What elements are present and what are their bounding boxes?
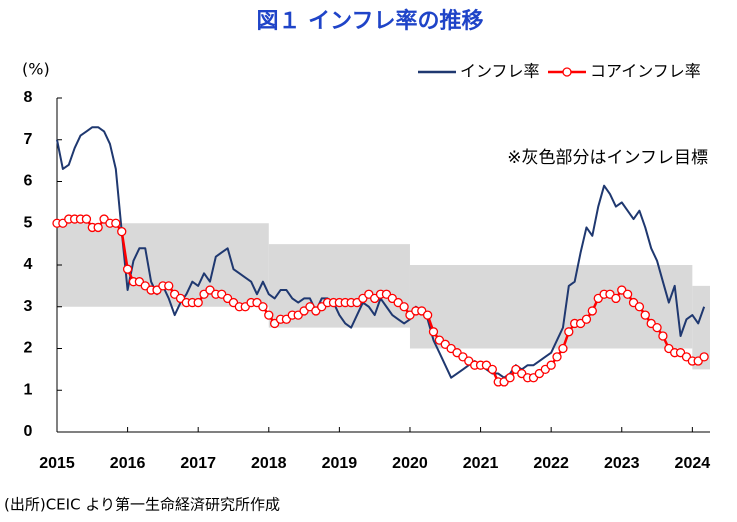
x-tick-label: 2020 [392, 455, 428, 472]
series-marker [652, 322, 662, 333]
series-marker [164, 281, 174, 291]
y-tick-label: 5 [24, 214, 33, 231]
y-axis-label: (%) [22, 60, 50, 79]
y-tick-label: 4 [24, 256, 33, 273]
series-marker [587, 306, 597, 316]
series-marker [564, 327, 574, 337]
legend-label: コアインフレ率 [590, 62, 701, 81]
series-marker [122, 264, 133, 274]
series-marker [558, 343, 568, 354]
x-tick-label: 2019 [322, 455, 358, 472]
chart-title: 図１ インフレ率の推移 [257, 8, 484, 34]
y-tick-label: 8 [24, 89, 33, 106]
target-band [409, 265, 693, 349]
series-marker [193, 297, 203, 308]
x-tick-label: 2023 [604, 455, 640, 472]
series-marker [581, 314, 592, 324]
x-tick-label: 2015 [39, 455, 75, 472]
series-marker [487, 364, 498, 375]
source-note: (出所)CEIC より第一生命経済研究所作成 [4, 496, 280, 514]
series-marker [81, 214, 92, 224]
band-layer [57, 223, 710, 370]
series-marker [399, 302, 409, 312]
y-tick-label: 3 [24, 298, 33, 315]
series-marker [258, 302, 268, 312]
x-tick-label: 2018 [251, 455, 287, 472]
y-tick-label: 2 [24, 340, 33, 357]
lines-layer [52, 126, 709, 387]
legend: インフレ率 コアインフレ率 [418, 62, 701, 81]
series-marker [658, 331, 668, 341]
series-marker [611, 293, 621, 304]
x-tick-label: 2021 [463, 455, 499, 472]
series-marker [622, 289, 633, 299]
series-marker [699, 352, 709, 362]
series-marker [640, 310, 650, 320]
series-marker [505, 373, 515, 383]
series-marker [546, 360, 556, 370]
target-band [57, 223, 269, 307]
series-marker [93, 222, 103, 233]
legend-marker [562, 67, 572, 77]
series-marker [428, 327, 439, 337]
series-marker [111, 218, 121, 228]
axes-layer: 0 1 2 3 4 5 6 7 8 2015 2016 2017 2018 2019 2020 2021 202… [24, 89, 711, 472]
series-marker [552, 352, 562, 362]
y-tick-label: 1 [24, 381, 33, 398]
series-marker [634, 302, 645, 312]
series-marker [264, 310, 274, 320]
legend-label: インフレ率 [460, 62, 540, 81]
target-band [692, 285, 710, 370]
y-tick-label: 6 [24, 173, 33, 190]
annotation: ※灰色部分はインフレ目標 [507, 148, 708, 168]
x-tick-label: 2016 [110, 455, 146, 472]
x-tick-label: 2022 [533, 455, 569, 472]
series-marker [422, 310, 433, 320]
x-tick-label: 2017 [180, 455, 216, 472]
x-tick-label: 2024 [675, 455, 711, 472]
series-marker [117, 226, 127, 237]
y-tick-label: 0 [24, 423, 33, 440]
y-tick-label: 7 [24, 131, 33, 148]
